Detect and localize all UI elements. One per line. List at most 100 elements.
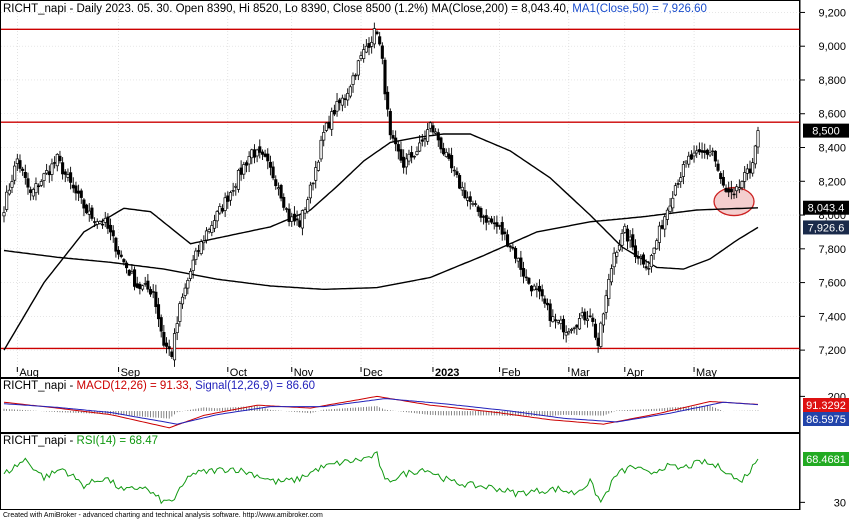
candle-body bbox=[244, 162, 249, 166]
candle-body bbox=[743, 172, 747, 182]
candle-body bbox=[668, 205, 672, 212]
candle-body bbox=[673, 185, 677, 196]
price-panel bbox=[0, 0, 800, 378]
candle-body bbox=[466, 197, 470, 201]
candle-body bbox=[564, 332, 568, 336]
candle-body bbox=[252, 149, 256, 158]
candle-body bbox=[540, 289, 544, 297]
candle-body bbox=[140, 285, 145, 290]
candle-body bbox=[513, 247, 518, 259]
candle-body bbox=[180, 296, 185, 305]
macd-label: MACD(12,26) = 91.33, bbox=[77, 380, 192, 392]
candle-body bbox=[487, 218, 491, 222]
candle-body bbox=[745, 168, 749, 174]
candle-body bbox=[13, 165, 17, 181]
candle-body bbox=[138, 283, 142, 289]
candle-body bbox=[396, 144, 400, 152]
candle-body bbox=[276, 187, 280, 190]
candle-body bbox=[577, 318, 582, 330]
candle-body bbox=[55, 153, 59, 167]
candle-body bbox=[61, 162, 65, 175]
candle-body bbox=[596, 337, 600, 346]
candle-body bbox=[644, 266, 648, 269]
y-tick-label: 8,200 bbox=[818, 176, 846, 188]
candle-body bbox=[719, 173, 723, 180]
candle-body bbox=[98, 221, 102, 224]
candle-body bbox=[375, 31, 379, 35]
candle-body bbox=[5, 191, 9, 210]
candle-body bbox=[386, 91, 390, 110]
candle-body bbox=[170, 351, 174, 357]
moving-averages bbox=[3, 133, 759, 351]
candle-body bbox=[649, 255, 653, 268]
candle-body bbox=[178, 303, 182, 322]
candle-body bbox=[10, 181, 14, 188]
candle-body bbox=[617, 244, 622, 251]
macd-symbol: RICHT_napi bbox=[3, 380, 66, 392]
candle-body bbox=[737, 187, 741, 190]
candle-body bbox=[604, 295, 608, 313]
candle-body bbox=[258, 146, 262, 153]
candle-body bbox=[380, 45, 384, 59]
candle-body bbox=[628, 236, 632, 241]
candle-body bbox=[351, 75, 355, 85]
candle-body bbox=[716, 163, 720, 171]
candle-body bbox=[372, 28, 376, 45]
macd-header: RICHT_napi - MACD(12,26) = 91.33, Signal… bbox=[3, 380, 315, 392]
candle-body bbox=[684, 160, 688, 164]
candle-body bbox=[508, 245, 512, 248]
time-axis: Aug Sep Oct Nov Dec 2023 Feb Mar Apr May bbox=[16, 367, 717, 379]
candle-body bbox=[724, 187, 728, 192]
macd-line bbox=[3, 395, 759, 429]
candle-body bbox=[314, 167, 318, 181]
rsi-line bbox=[3, 451, 759, 505]
candle-body bbox=[583, 311, 587, 321]
candle-body bbox=[191, 259, 195, 271]
candle-body bbox=[404, 158, 408, 168]
resistance-lines bbox=[1, 28, 800, 350]
candle-body bbox=[532, 285, 536, 291]
x-tick-label: Dec bbox=[363, 367, 383, 379]
candle-body bbox=[340, 97, 344, 106]
candle-body bbox=[122, 259, 126, 263]
x-tick-label: May bbox=[696, 367, 717, 379]
candle-body bbox=[665, 209, 669, 220]
candle-body bbox=[601, 313, 606, 326]
candle-body bbox=[303, 209, 307, 214]
candle-body bbox=[215, 211, 219, 222]
candle-body bbox=[439, 137, 443, 150]
candle-body bbox=[356, 60, 360, 76]
candle-body bbox=[287, 208, 291, 222]
ma50-label: MA1(Close,50) = 7,926.60 bbox=[572, 3, 707, 15]
candle-body bbox=[527, 277, 531, 284]
candle-body bbox=[306, 199, 310, 212]
candle-body bbox=[463, 190, 467, 199]
candle-body bbox=[53, 162, 57, 164]
candle-body bbox=[490, 218, 494, 223]
candle-body bbox=[308, 184, 312, 199]
candle-body bbox=[316, 161, 320, 171]
candle-body bbox=[479, 208, 483, 218]
candle-body bbox=[95, 221, 99, 225]
candle-body bbox=[66, 174, 70, 178]
candle-body bbox=[370, 42, 374, 47]
candle-body bbox=[383, 59, 387, 95]
candle-body bbox=[402, 156, 406, 168]
candle-body bbox=[101, 223, 105, 226]
candle-body bbox=[332, 110, 336, 115]
candle-body bbox=[82, 199, 86, 209]
macd-value-badge: 91.3292 bbox=[806, 400, 846, 412]
candle-body bbox=[117, 249, 121, 255]
candle-body bbox=[535, 288, 539, 291]
candle-body bbox=[748, 168, 752, 174]
candle-body bbox=[548, 303, 552, 321]
candle-body bbox=[111, 230, 115, 237]
candle-body bbox=[543, 298, 547, 304]
signal-value-badge: 86.5975 bbox=[806, 414, 846, 426]
candle-body bbox=[298, 220, 302, 227]
main-quote: - Daily 2023. 05. 30. Open 8390, Hi 8520… bbox=[66, 3, 431, 15]
candle-body bbox=[348, 86, 352, 97]
ma50-badge-bg bbox=[803, 220, 849, 235]
candle-body bbox=[511, 246, 515, 249]
candle-body bbox=[756, 130, 760, 148]
